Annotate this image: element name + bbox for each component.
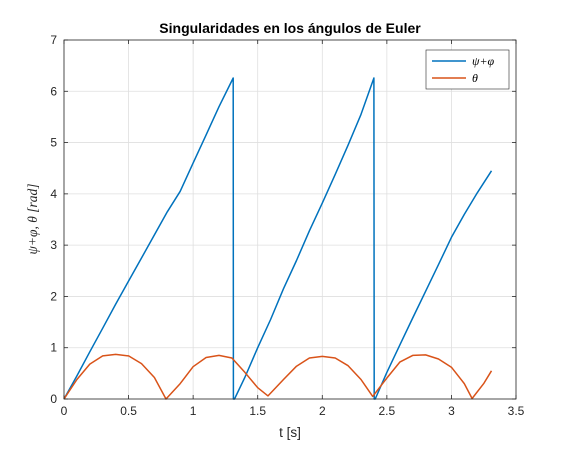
y-tick-label: 5 [50,136,57,150]
series-line-psi-phi [63,77,493,400]
legend-label-theta: θ [472,71,478,85]
y-tick-label: 2 [50,289,57,303]
chart-title: Singularidades en los ángulos de Euler [159,20,421,36]
y-tick-label: 1 [50,341,57,355]
x-tick-label: 2 [319,404,326,418]
series-layer [63,77,493,400]
x-axis-label: t [s] [279,425,301,440]
x-tick-label: 0.5 [120,404,137,418]
legend: ψ+φ θ [425,49,510,90]
x-tick-label: 1 [190,404,197,418]
y-tick-label: 4 [50,187,57,201]
series-line-theta [63,353,493,400]
y-tick-label: 0 [50,392,57,406]
x-tick-label: 2.5 [379,404,396,418]
y-tick-label: 6 [50,84,57,98]
y-tick-label: 7 [50,33,57,47]
plot-frame [63,39,517,400]
x-tick-label: 3 [448,404,455,418]
y-axis-label: ψ+φ, θ [rad] [25,184,40,255]
x-tick-label: 3.5 [508,404,525,418]
legend-label-psi-phi: ψ+φ [472,54,495,68]
ticks: 0 0.5 1 1.5 2 2.5 3 3.5 0 1 2 3 4 5 6 7 [50,33,524,418]
y-tick-label: 3 [50,238,57,252]
plot-area [64,40,516,399]
x-tick-label: 1.5 [249,404,266,418]
legend-box [425,49,510,90]
x-tick-label: 0 [61,404,68,418]
